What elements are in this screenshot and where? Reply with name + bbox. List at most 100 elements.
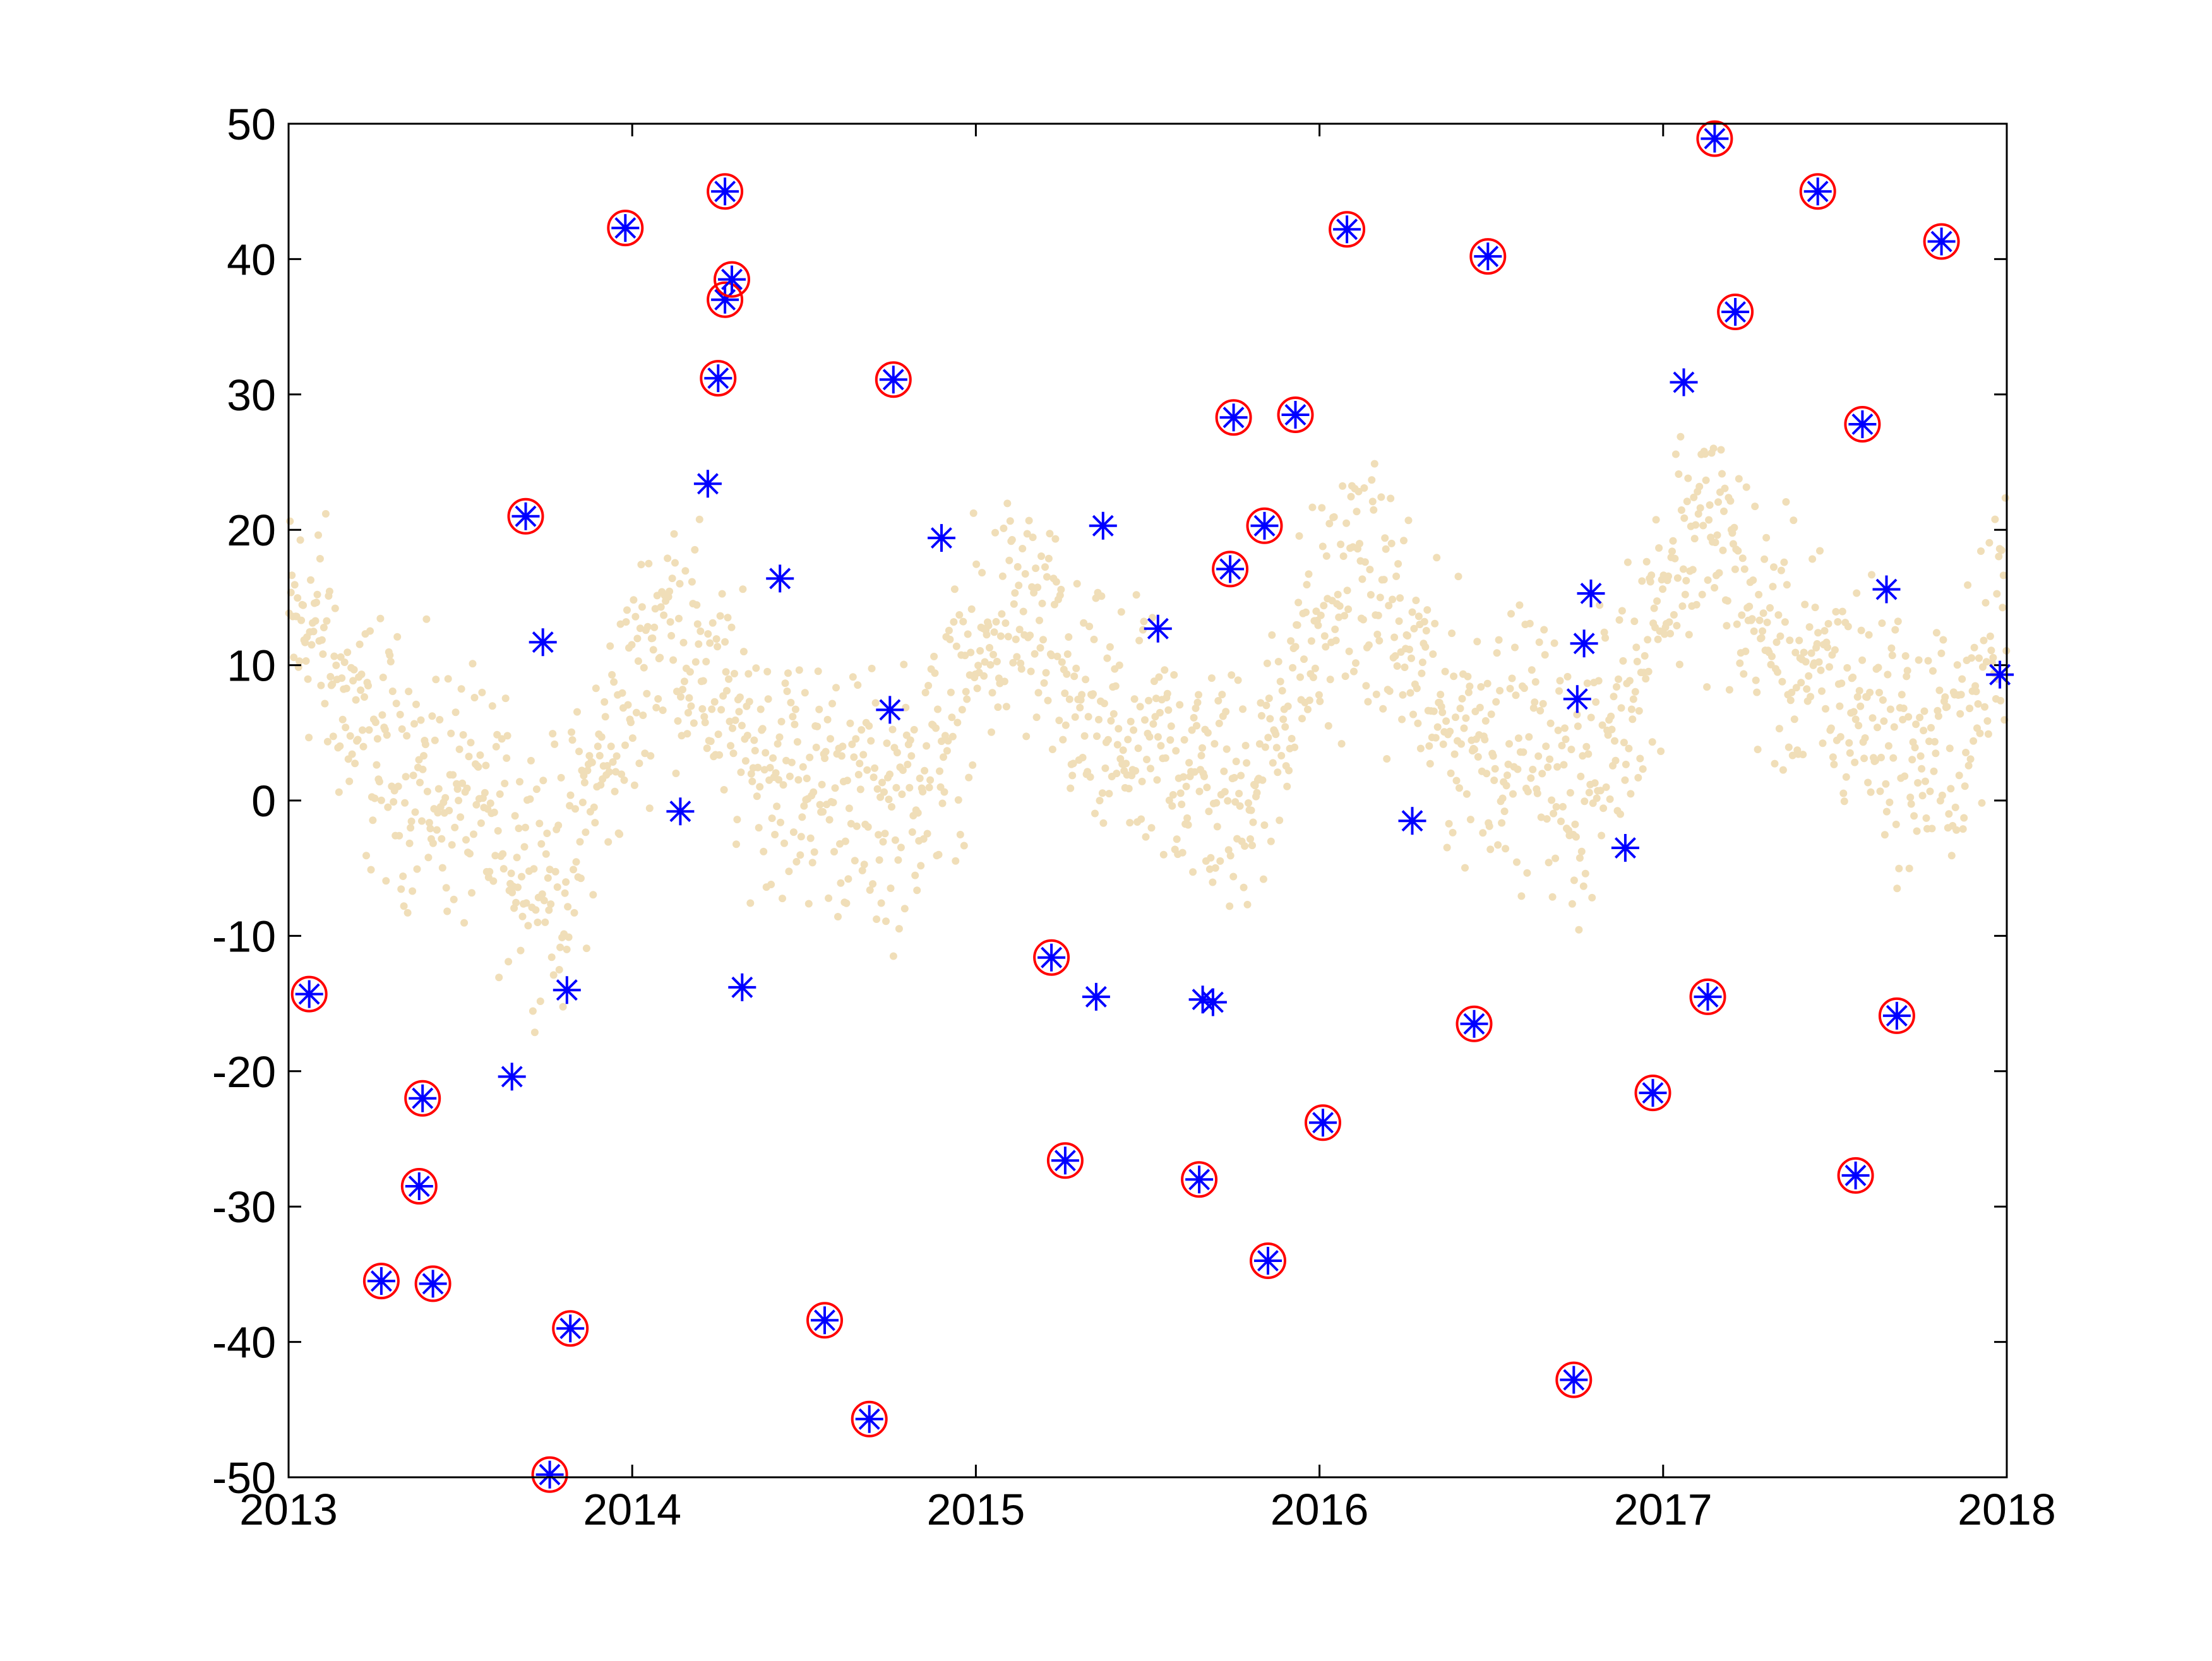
background-point xyxy=(664,554,672,563)
background-point xyxy=(1962,749,1970,756)
background-point xyxy=(1974,700,1982,708)
background-point xyxy=(1406,689,1414,697)
background-point xyxy=(1168,802,1176,810)
background-point xyxy=(1678,602,1687,610)
background-point xyxy=(1157,742,1165,750)
background-point xyxy=(1437,691,1445,699)
background-point xyxy=(1997,696,2005,705)
background-point xyxy=(356,640,364,648)
background-point xyxy=(1339,552,1348,560)
background-point xyxy=(404,908,412,917)
background-point xyxy=(1670,610,1678,619)
background-point xyxy=(1930,737,1939,746)
background-point xyxy=(1978,799,1986,807)
background-point xyxy=(1925,737,1933,746)
background-point xyxy=(1466,682,1474,691)
background-point xyxy=(1257,711,1265,720)
background-point xyxy=(1602,783,1610,791)
background-point xyxy=(1470,746,1478,754)
background-point xyxy=(361,693,368,701)
background-point xyxy=(603,762,611,770)
background-point xyxy=(1076,703,1084,711)
background-point xyxy=(1639,765,1647,773)
background-point xyxy=(1264,734,1272,742)
background-point xyxy=(1845,739,1853,747)
background-point xyxy=(401,799,409,807)
background-point xyxy=(364,682,372,690)
circled-outlier-marker xyxy=(1837,1157,1874,1194)
background-point xyxy=(286,517,294,525)
background-point xyxy=(1581,869,1589,878)
background-point xyxy=(505,958,513,966)
background-point xyxy=(1178,801,1186,809)
background-point xyxy=(1269,759,1277,767)
background-point xyxy=(527,756,535,765)
asterisk-stroke xyxy=(1886,1004,1908,1027)
background-point xyxy=(1178,848,1187,857)
background-point xyxy=(911,871,919,879)
background-point xyxy=(1711,539,1719,547)
y-tick-label: -10 xyxy=(212,912,276,961)
background-point xyxy=(514,883,522,891)
background-point xyxy=(752,664,760,672)
background-point xyxy=(1215,719,1223,727)
background-point xyxy=(1145,733,1154,741)
background-point xyxy=(563,945,571,953)
background-point xyxy=(1782,498,1790,506)
background-point xyxy=(1738,554,1747,563)
asterisk-stroke xyxy=(1807,181,1829,203)
background-point xyxy=(1320,632,1329,640)
background-point xyxy=(386,651,394,659)
background-point xyxy=(1279,715,1288,723)
background-point xyxy=(669,656,678,664)
background-point xyxy=(495,973,503,982)
background-point xyxy=(818,780,826,789)
background-point xyxy=(1245,799,1252,807)
background-point xyxy=(1600,628,1608,636)
background-point xyxy=(787,758,796,766)
background-point xyxy=(336,742,344,750)
background-point xyxy=(532,906,540,914)
background-point xyxy=(309,628,318,636)
asterisk-stroke xyxy=(298,983,320,1005)
background-point xyxy=(307,576,314,584)
background-point xyxy=(1692,521,1700,529)
asterisk-marker xyxy=(1670,368,1698,396)
circled-outlier-marker xyxy=(1799,173,1836,210)
background-point xyxy=(1850,708,1858,716)
background-point xyxy=(1044,554,1053,563)
background-point xyxy=(536,997,544,1005)
background-point xyxy=(566,791,575,799)
background-point xyxy=(751,747,759,754)
background-point xyxy=(1504,771,1511,779)
asterisk-stroke xyxy=(1844,1164,1867,1186)
background-point xyxy=(1750,627,1758,635)
background-point xyxy=(1002,703,1010,711)
background-point xyxy=(1341,612,1349,620)
asterisk-stroke xyxy=(1563,1369,1585,1391)
background-point xyxy=(1274,768,1282,777)
background-point xyxy=(631,612,640,621)
background-point xyxy=(1579,882,1587,890)
background-point xyxy=(1493,649,1501,657)
background-point xyxy=(297,616,306,624)
background-point xyxy=(1304,705,1312,713)
asterisk-marker xyxy=(928,524,955,552)
background-point xyxy=(799,763,807,771)
background-point xyxy=(787,698,795,706)
background-point xyxy=(1073,580,1081,588)
background-point xyxy=(828,700,836,708)
background-point xyxy=(1527,774,1535,782)
background-point xyxy=(1243,759,1251,767)
background-point xyxy=(1575,854,1584,862)
background-point xyxy=(1000,524,1008,532)
background-point xyxy=(1698,590,1706,598)
background-point xyxy=(609,758,617,766)
background-point xyxy=(1598,831,1606,840)
background-point xyxy=(369,816,377,825)
background-point xyxy=(1659,585,1667,593)
background-point xyxy=(1113,770,1121,778)
background-point xyxy=(1170,671,1178,679)
background-point xyxy=(1876,787,1884,795)
background-point xyxy=(1545,859,1553,867)
